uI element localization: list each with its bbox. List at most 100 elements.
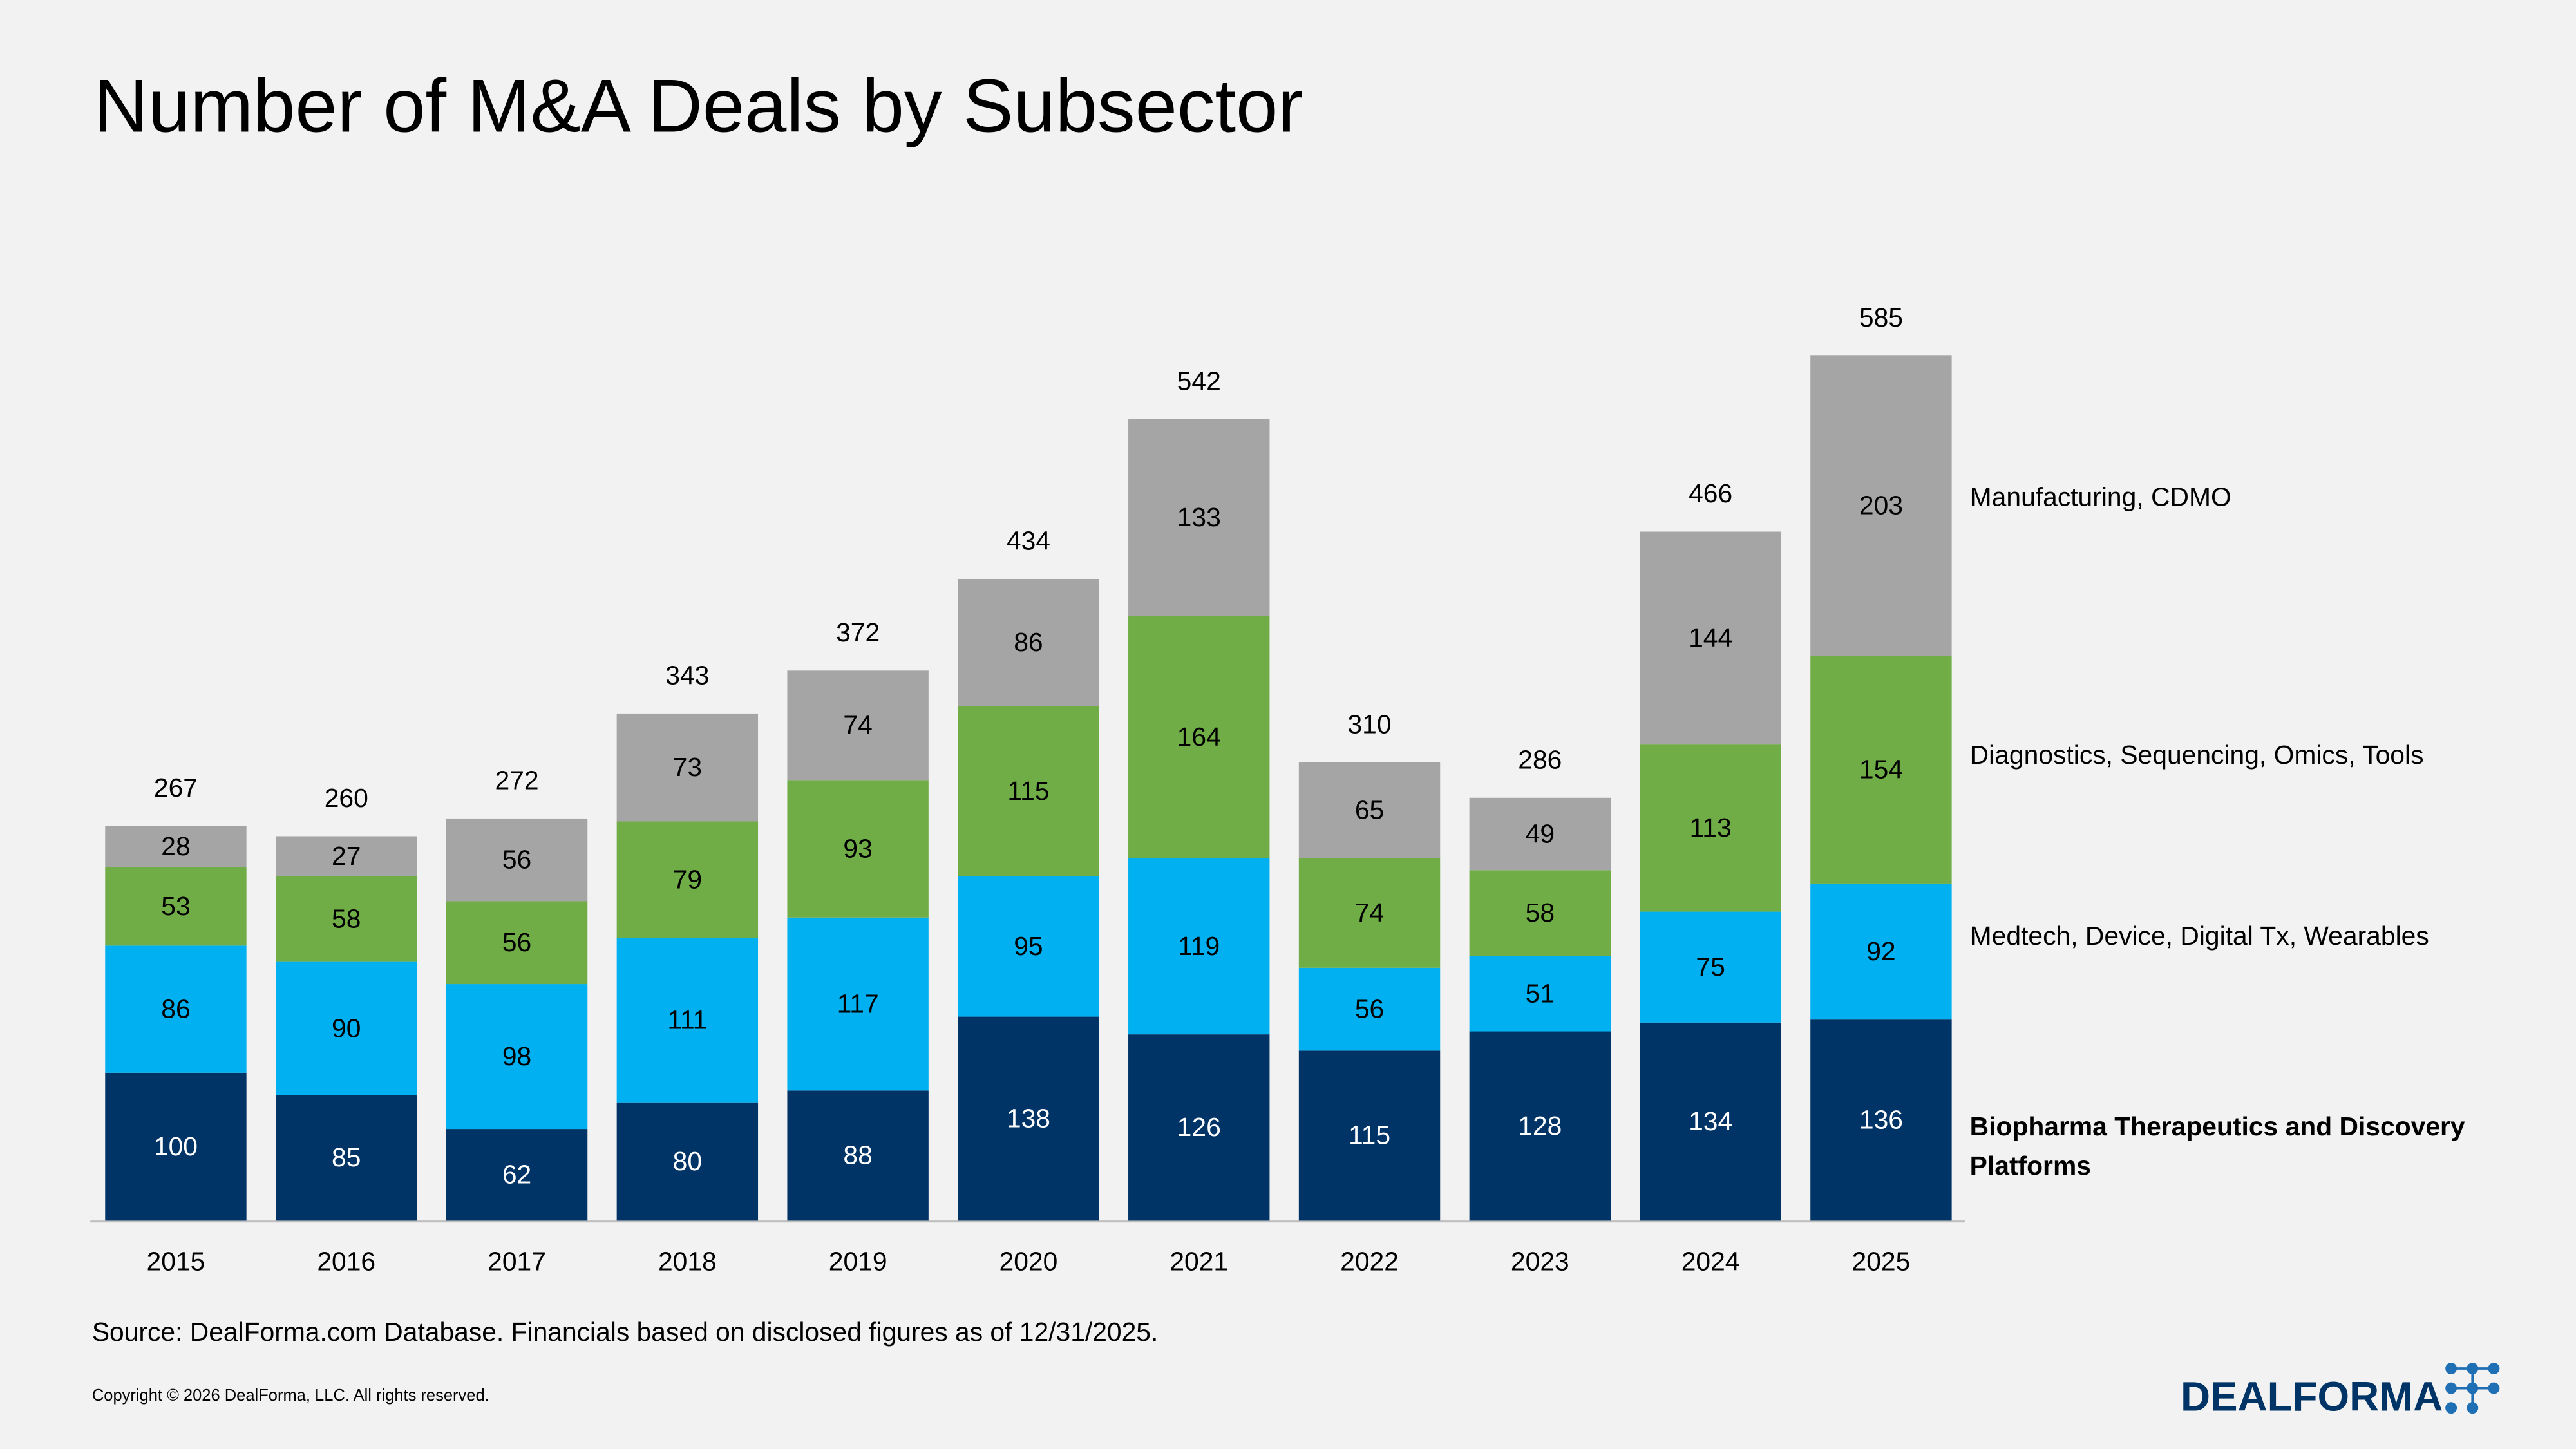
value-label: 203	[1859, 491, 1903, 520]
bar-segment	[446, 1129, 588, 1221]
logo: DEALFORMA	[2181, 1373, 2443, 1419]
total-label: 272	[495, 766, 539, 795]
total-label: 434	[1007, 526, 1050, 556]
total-label: 286	[1518, 744, 1562, 774]
x-tick-label: 2015	[147, 1247, 205, 1276]
value-label: 51	[1526, 978, 1555, 1008]
bar-segment	[446, 984, 588, 1130]
x-tick-label: 2018	[658, 1247, 717, 1276]
value-label: 133	[1177, 502, 1221, 532]
value-label: 115	[1349, 1121, 1390, 1150]
legend-label: Manufacturing, CDMO	[1969, 484, 2231, 513]
bar-segment	[1469, 1031, 1611, 1221]
x-tick-label: 2019	[829, 1247, 887, 1276]
value-label: 93	[843, 833, 872, 863]
value-label: 86	[1014, 627, 1043, 657]
bar-segment	[1640, 911, 1781, 1023]
x-tick-label: 2020	[999, 1247, 1058, 1276]
value-label: 88	[843, 1141, 872, 1170]
bar-segment	[1810, 1019, 1952, 1221]
value-label: 86	[161, 994, 190, 1023]
bar-segment	[105, 1072, 247, 1221]
total-label: 343	[665, 661, 709, 690]
legend-label: Medtech, Device, Digital Tx, Wearables	[1969, 923, 2429, 952]
bar-segment	[1640, 744, 1781, 912]
value-label: 154	[1859, 754, 1903, 784]
bar-segment	[276, 961, 417, 1095]
value-label: 115	[1007, 776, 1049, 806]
legend-entry: Medtech, Device, Digital Tx, Wearables	[1969, 923, 2429, 952]
value-label: 138	[1007, 1103, 1050, 1133]
legend-label: Diagnostics, Sequencing, Omics, Tools	[1969, 743, 2424, 771]
total-label: 466	[1689, 478, 1732, 508]
bar-segment	[616, 938, 759, 1103]
bar-segment	[958, 578, 1099, 706]
value-label: 134	[1689, 1106, 1732, 1136]
legend-entry: Diagnostics, Sequencing, Omics, Tools	[1969, 743, 2424, 771]
value-label: 80	[673, 1146, 702, 1176]
chart-title: Number of M&A Deals by Subsector	[93, 63, 1303, 147]
value-label: 53	[161, 891, 190, 921]
total-label: 372	[836, 618, 880, 647]
value-label: 92	[1866, 936, 1895, 966]
legend-entry: Biopharma Therapeutics and Discovery Pla…	[1969, 1113, 2465, 1182]
bar-segment	[1469, 956, 1611, 1032]
value-label: 136	[1859, 1105, 1903, 1135]
value-label: 56	[502, 845, 531, 875]
bar-segment	[958, 876, 1099, 1017]
x-tick-label: 2024	[1681, 1247, 1740, 1276]
bar-segment	[958, 706, 1099, 876]
total-label: 585	[1859, 303, 1903, 332]
bar-segment	[616, 1102, 759, 1221]
value-label: 56	[502, 927, 531, 957]
bar-segment	[1128, 1034, 1270, 1221]
bar-segment	[1298, 967, 1441, 1051]
x-tick-label: 2023	[1511, 1247, 1569, 1276]
x-tick-label: 2022	[1340, 1247, 1399, 1276]
value-label: 73	[673, 752, 702, 782]
value-label: 144	[1689, 623, 1732, 652]
bar-segment	[787, 1090, 929, 1221]
bar-segment	[446, 901, 588, 985]
bar-segment	[1298, 858, 1441, 968]
value-label: 95	[1014, 931, 1043, 961]
bar-segment	[1469, 797, 1611, 871]
bar-segment	[1810, 355, 1952, 656]
bar-segment	[276, 836, 417, 876]
value-label: 164	[1177, 722, 1221, 752]
bar-segment	[1128, 419, 1270, 616]
source-note: Source: DealForma.com Database. Financia…	[92, 1317, 1158, 1347]
legend-label: Biopharma Therapeutics and Discovery Pla…	[1969, 1113, 2465, 1182]
value-label: 98	[502, 1041, 531, 1071]
logo-icon	[2445, 1363, 2500, 1414]
value-label: 58	[1526, 898, 1555, 927]
bar-segment	[616, 821, 759, 938]
copyright: Copyright © 2026 DealForma, LLC. All rig…	[92, 1387, 489, 1405]
value-label: 58	[332, 904, 361, 933]
value-label: 27	[332, 841, 361, 871]
x-tick-label: 2021	[1170, 1247, 1228, 1276]
bar-segment	[958, 1016, 1099, 1221]
value-label: 117	[837, 989, 879, 1018]
total-label: 310	[1347, 709, 1391, 739]
bar-segment	[1128, 858, 1270, 1035]
bar-segment	[1128, 616, 1270, 858]
x-tick-label: 2016	[317, 1247, 375, 1276]
bar-segment	[1298, 1050, 1441, 1221]
legend-entry: Manufacturing, CDMO	[1969, 484, 2231, 513]
total-label: 267	[154, 773, 198, 802]
value-label: 126	[1177, 1112, 1221, 1142]
bar-segment	[1640, 1022, 1781, 1221]
value-label: 113	[1690, 813, 1732, 842]
value-label: 56	[1355, 994, 1384, 1023]
bar-segment	[1298, 762, 1441, 858]
bar-segment	[616, 713, 759, 822]
value-label: 65	[1355, 795, 1384, 825]
bar-segment	[276, 1095, 417, 1221]
bar-segment	[1810, 656, 1952, 884]
bar-segment	[1640, 531, 1781, 745]
bar-segment	[787, 670, 929, 781]
bar-segment	[1810, 883, 1952, 1020]
